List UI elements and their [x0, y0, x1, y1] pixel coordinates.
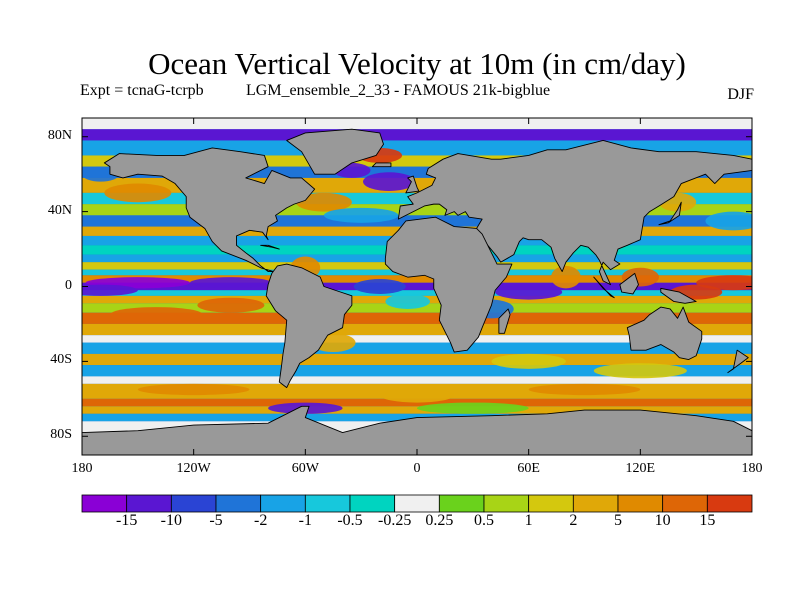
lat-tick-label: 80S [50, 427, 72, 443]
ocean-band [82, 335, 752, 343]
colorbar-label: 10 [654, 512, 671, 529]
ocean-anomaly [495, 284, 563, 300]
colorbar-swatch [662, 494, 708, 513]
ocean-band [82, 406, 752, 414]
experiment-label: Expt = tcnaG-tcrpb [80, 82, 204, 99]
new-guinea [660, 287, 697, 304]
ocean-anomaly [353, 279, 406, 294]
ocean-anomaly [197, 297, 265, 313]
colorbar-swatch [706, 494, 753, 513]
colorbar-label: 0.25 [425, 512, 454, 529]
ocean-anomaly [363, 172, 416, 192]
ocean-band [82, 155, 752, 167]
australia [626, 306, 703, 360]
colorbar-swatch [349, 494, 396, 513]
borneo [619, 272, 639, 295]
ocean-anomaly [417, 402, 529, 414]
ocean-band [82, 290, 752, 296]
japan [658, 201, 682, 226]
iceland [371, 162, 392, 168]
cuba [260, 244, 280, 250]
ocean-anomaly [491, 353, 566, 369]
ocean-band [82, 342, 752, 354]
africa [384, 216, 513, 353]
ocean-anomaly [109, 307, 203, 323]
colorbar-swatch [81, 494, 128, 513]
colorbar-label: 15 [699, 512, 716, 529]
colorbar-swatch [438, 494, 485, 513]
ocean-band [82, 275, 752, 283]
colorbar-label: 5 [614, 512, 622, 529]
ocean-anomaly [379, 387, 455, 403]
ocean-band [82, 398, 752, 407]
ocean-band [82, 376, 752, 384]
ocean-band [82, 129, 752, 141]
land-masses [82, 128, 752, 455]
colorbar-label: 2 [569, 512, 578, 529]
colorbar-swatch [304, 494, 351, 513]
lon-tick-label: 120E [625, 461, 656, 476]
ocean-anomaly [296, 192, 352, 212]
ocean-anomaly [551, 265, 581, 289]
lat-tick-label: 40N [47, 202, 72, 218]
colorbar-label: -2 [253, 512, 268, 529]
ocean-anomaly [323, 207, 399, 223]
madagascar [498, 308, 511, 334]
north-america [103, 147, 316, 272]
ocean-anomaly [528, 383, 641, 396]
colorbar-swatch [483, 494, 530, 513]
colorbar-label: 1 [524, 512, 533, 529]
ocean-anomaly [385, 293, 431, 309]
great-britain [405, 175, 420, 194]
lon-tick-label: 60E [517, 461, 540, 476]
ocean-band [82, 282, 752, 291]
south-america [265, 263, 353, 389]
colorbar-label: -10 [160, 512, 182, 529]
ocean-anomaly [705, 211, 752, 231]
ocean-band [82, 365, 752, 377]
season-label: DJF [727, 86, 754, 103]
ocean-anomaly [137, 383, 250, 396]
new-zealand [727, 349, 749, 374]
colorbar-label: -5 [209, 512, 223, 529]
lon-tick-label: 120W [176, 461, 211, 476]
ocean-anomaly [104, 183, 172, 203]
lat-tick-label: 40S [50, 352, 72, 368]
lon-tick-label: 60W [291, 461, 319, 476]
colorbar-label: -15 [115, 512, 138, 529]
run-label: LGM_ensemble_2_33 - FAMOUS 21k-bigblue [246, 82, 551, 99]
lon-tick-label: 0 [413, 461, 421, 476]
ocean-band [82, 312, 752, 324]
colorbar-swatch [215, 494, 262, 513]
ocean-anomalies [82, 140, 752, 414]
ocean-anomaly [82, 284, 138, 296]
ocean-anomaly [593, 363, 687, 379]
lat-tick-label: 0 [65, 277, 72, 293]
colorbar-swatch [572, 494, 619, 513]
colorbar-swatch [617, 494, 664, 513]
ocean-band [82, 353, 752, 366]
greenland [286, 128, 384, 175]
colorbar-swatch [170, 494, 217, 513]
ocean-band [82, 323, 752, 336]
colorbar-swatch [126, 494, 172, 513]
colorbar-swatch [260, 494, 306, 513]
axis-ticks [81, 118, 753, 455]
colorbar-swatch [528, 494, 574, 513]
lon-tick-label: 180 [741, 461, 763, 476]
colorbar-label: -0.5 [337, 512, 363, 529]
sumatra [593, 276, 615, 299]
colorbar-label: -1 [298, 512, 312, 529]
colorbar-swatch [394, 494, 440, 513]
colorbar-label: -0.25 [377, 512, 412, 529]
ocean-band [82, 166, 752, 178]
lat-tick-label: 80N [47, 127, 72, 143]
page-title: Ocean Vertical Velocity at 10m (in cm/da… [148, 46, 686, 81]
ocean-anomaly [189, 277, 272, 289]
antarctica [82, 405, 752, 455]
colorbar-label: 0.5 [474, 512, 494, 529]
lon-tick-label: 180 [71, 461, 93, 476]
